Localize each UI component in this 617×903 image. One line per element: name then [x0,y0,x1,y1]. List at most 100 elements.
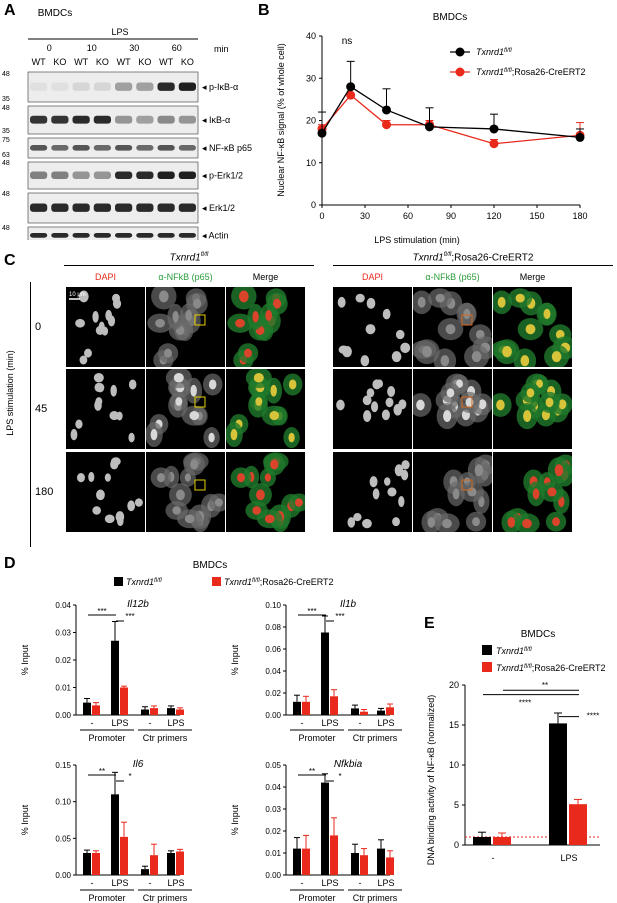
y-tick-label: 0.02 [265,827,281,836]
bar [92,853,100,875]
genotype-label: WT [117,57,131,67]
condition-label: LPS [111,718,128,728]
chip-qpcr-panel: BMDCs Txnrd1fl/fl Txnrd1fl/fl;Rosa26-Cre… [20,560,402,903]
y-tick-label: 0.00 [265,871,281,880]
y-tick-label: 0.03 [55,629,71,638]
y-tick-label: 20 [306,116,316,126]
blot-band [72,203,90,212]
legend-swatch-e-wt [482,645,492,655]
blot-band [157,82,175,91]
group-label: Ctr primers [353,893,398,903]
y-tick-label: 0.05 [55,834,71,843]
sig-label: * [128,772,131,781]
x-tick-label: 30 [360,211,370,221]
blot-band [115,203,133,212]
group-label: Ctr primers [143,733,188,743]
group-right-line [333,265,613,266]
blot-band [157,145,175,151]
condition-label: LPS [167,718,184,728]
x-tick-label: 0 [319,211,324,221]
condition-label: - [301,718,304,728]
bar [120,836,128,875]
blot-band [157,115,175,124]
dapi-image: 10 μm [66,287,145,367]
series-line [321,85,581,139]
bar [386,707,394,715]
condition-label: LPS [377,718,394,728]
blot-band [51,171,69,180]
sig-label: *** [307,607,316,616]
blot-band [51,115,69,124]
row-axis-line [30,282,31,547]
y-tick-label: 0.04 [265,783,281,792]
mw-marker: 48 [2,225,10,232]
legend-swatch-e-ko [482,662,492,672]
y-tick-label: 0 [311,200,316,210]
data-point [382,105,391,115]
sig-label: *** [97,607,106,616]
condition-label: LPS [321,718,338,728]
blot-band [72,115,90,124]
time-row-label: 45 [35,403,48,415]
y-tick-label: 20 [449,680,459,690]
y-tick-label: 0.00 [265,711,281,720]
blot-band [93,171,111,180]
bar [377,848,385,875]
blot-band [178,232,196,238]
y-tick-label: 0.00 [55,871,71,880]
blot-band [178,203,196,212]
mw-marker: 48 [2,191,10,198]
blot-band [178,171,196,180]
merge-image [226,369,305,449]
mw-marker: 75 [2,137,10,144]
sig-label: * [338,772,341,781]
group-label: Promoter [88,893,125,903]
blot-band [115,82,133,91]
condition-label: - [359,718,362,728]
panel-a-treatment: LPS [111,27,128,37]
nfkb-image [413,452,492,532]
condition-label: - [359,878,362,888]
channel-label: Merge [252,272,279,282]
nfkb-image [146,369,225,449]
y-tick-label: 15 [449,720,459,730]
zoom-box [194,479,206,491]
data-point [382,120,391,130]
blot-band [178,115,196,124]
blot-label: ◂ NF-κB p65 [202,143,252,153]
sig-label: ** [542,681,548,690]
panel-letter-c: C [4,252,16,269]
panel-a-time-unit: min [214,44,229,54]
panel-letter-a: A [4,2,16,19]
bar [92,705,100,715]
channel-label: α-NFkB (p65) [158,272,213,282]
y-tick-label: 0.10 [265,601,281,610]
blot-band [136,145,154,151]
panel-d-legend: Txnrd1fl/fl Txnrd1fl/fl;Rosa26-CreERT2 [114,577,334,587]
y-tick-label: 0 [454,840,459,850]
blot-label: ◂ Actin [202,231,229,241]
bar [302,701,310,715]
genotype-label: KO [53,57,66,67]
legend-label: Txnrd1fl/fl;Rosa26-CreERT2 [476,67,586,77]
y-tick-label: 10 [306,158,316,168]
condition-label: - [301,878,304,888]
nfkb-image [413,369,492,449]
sig-label: **** [519,699,531,708]
panel-e-title: BMDCs [521,629,555,640]
blot-band [136,171,154,180]
bar [150,708,158,715]
condition-label: - [149,718,152,728]
blot-band [115,145,133,151]
bar [351,708,359,715]
nfkb-image [146,287,225,367]
dapi-image [333,369,412,449]
y-tick-label: 0.08 [265,623,281,632]
dna-binding-chart: BMDCs Txnrd1fl/fl Txnrd1fl/fl;Rosa26-Cre… [426,629,606,865]
blot-band [157,232,175,238]
genotype-label: WT [32,57,46,67]
condition-label: - [149,878,152,888]
data-point [346,90,356,100]
data-point [489,124,499,134]
y-tick-label: 0.00 [55,711,71,720]
